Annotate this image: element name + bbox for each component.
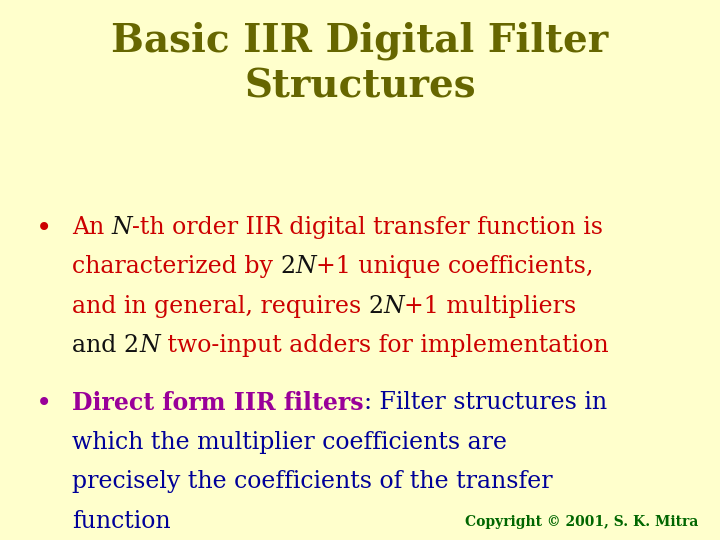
Text: N: N	[112, 216, 132, 239]
Text: N: N	[384, 295, 405, 318]
Text: +1 multipliers: +1 multipliers	[405, 295, 577, 318]
Text: 2: 2	[124, 334, 139, 357]
Text: An: An	[72, 216, 112, 239]
Text: Copyright © 2001, S. K. Mitra: Copyright © 2001, S. K. Mitra	[465, 515, 698, 529]
Text: function: function	[72, 510, 171, 532]
Text: and in general, requires: and in general, requires	[72, 295, 369, 318]
Text: N: N	[139, 334, 160, 357]
Text: •: •	[36, 392, 53, 418]
Text: •: •	[36, 216, 53, 243]
Text: +1 unique coefficients,: +1 unique coefficients,	[316, 255, 594, 279]
Text: -th order IIR digital transfer function is: -th order IIR digital transfer function …	[132, 216, 603, 239]
Text: characterized by: characterized by	[72, 255, 281, 279]
Text: : Filter structures in: : Filter structures in	[364, 392, 607, 414]
Text: N: N	[296, 255, 316, 279]
Text: and: and	[72, 334, 124, 357]
Text: two-input adders for implementation: two-input adders for implementation	[160, 334, 608, 357]
Text: precisely the coefficients of the transfer: precisely the coefficients of the transf…	[72, 470, 553, 493]
Text: which the multiplier coefficients are: which the multiplier coefficients are	[72, 431, 507, 454]
Text: 2: 2	[369, 295, 384, 318]
Text: 2: 2	[281, 255, 296, 279]
Text: Direct form IIR filters: Direct form IIR filters	[72, 392, 364, 415]
Text: Basic IIR Digital Filter
Structures: Basic IIR Digital Filter Structures	[112, 22, 608, 106]
